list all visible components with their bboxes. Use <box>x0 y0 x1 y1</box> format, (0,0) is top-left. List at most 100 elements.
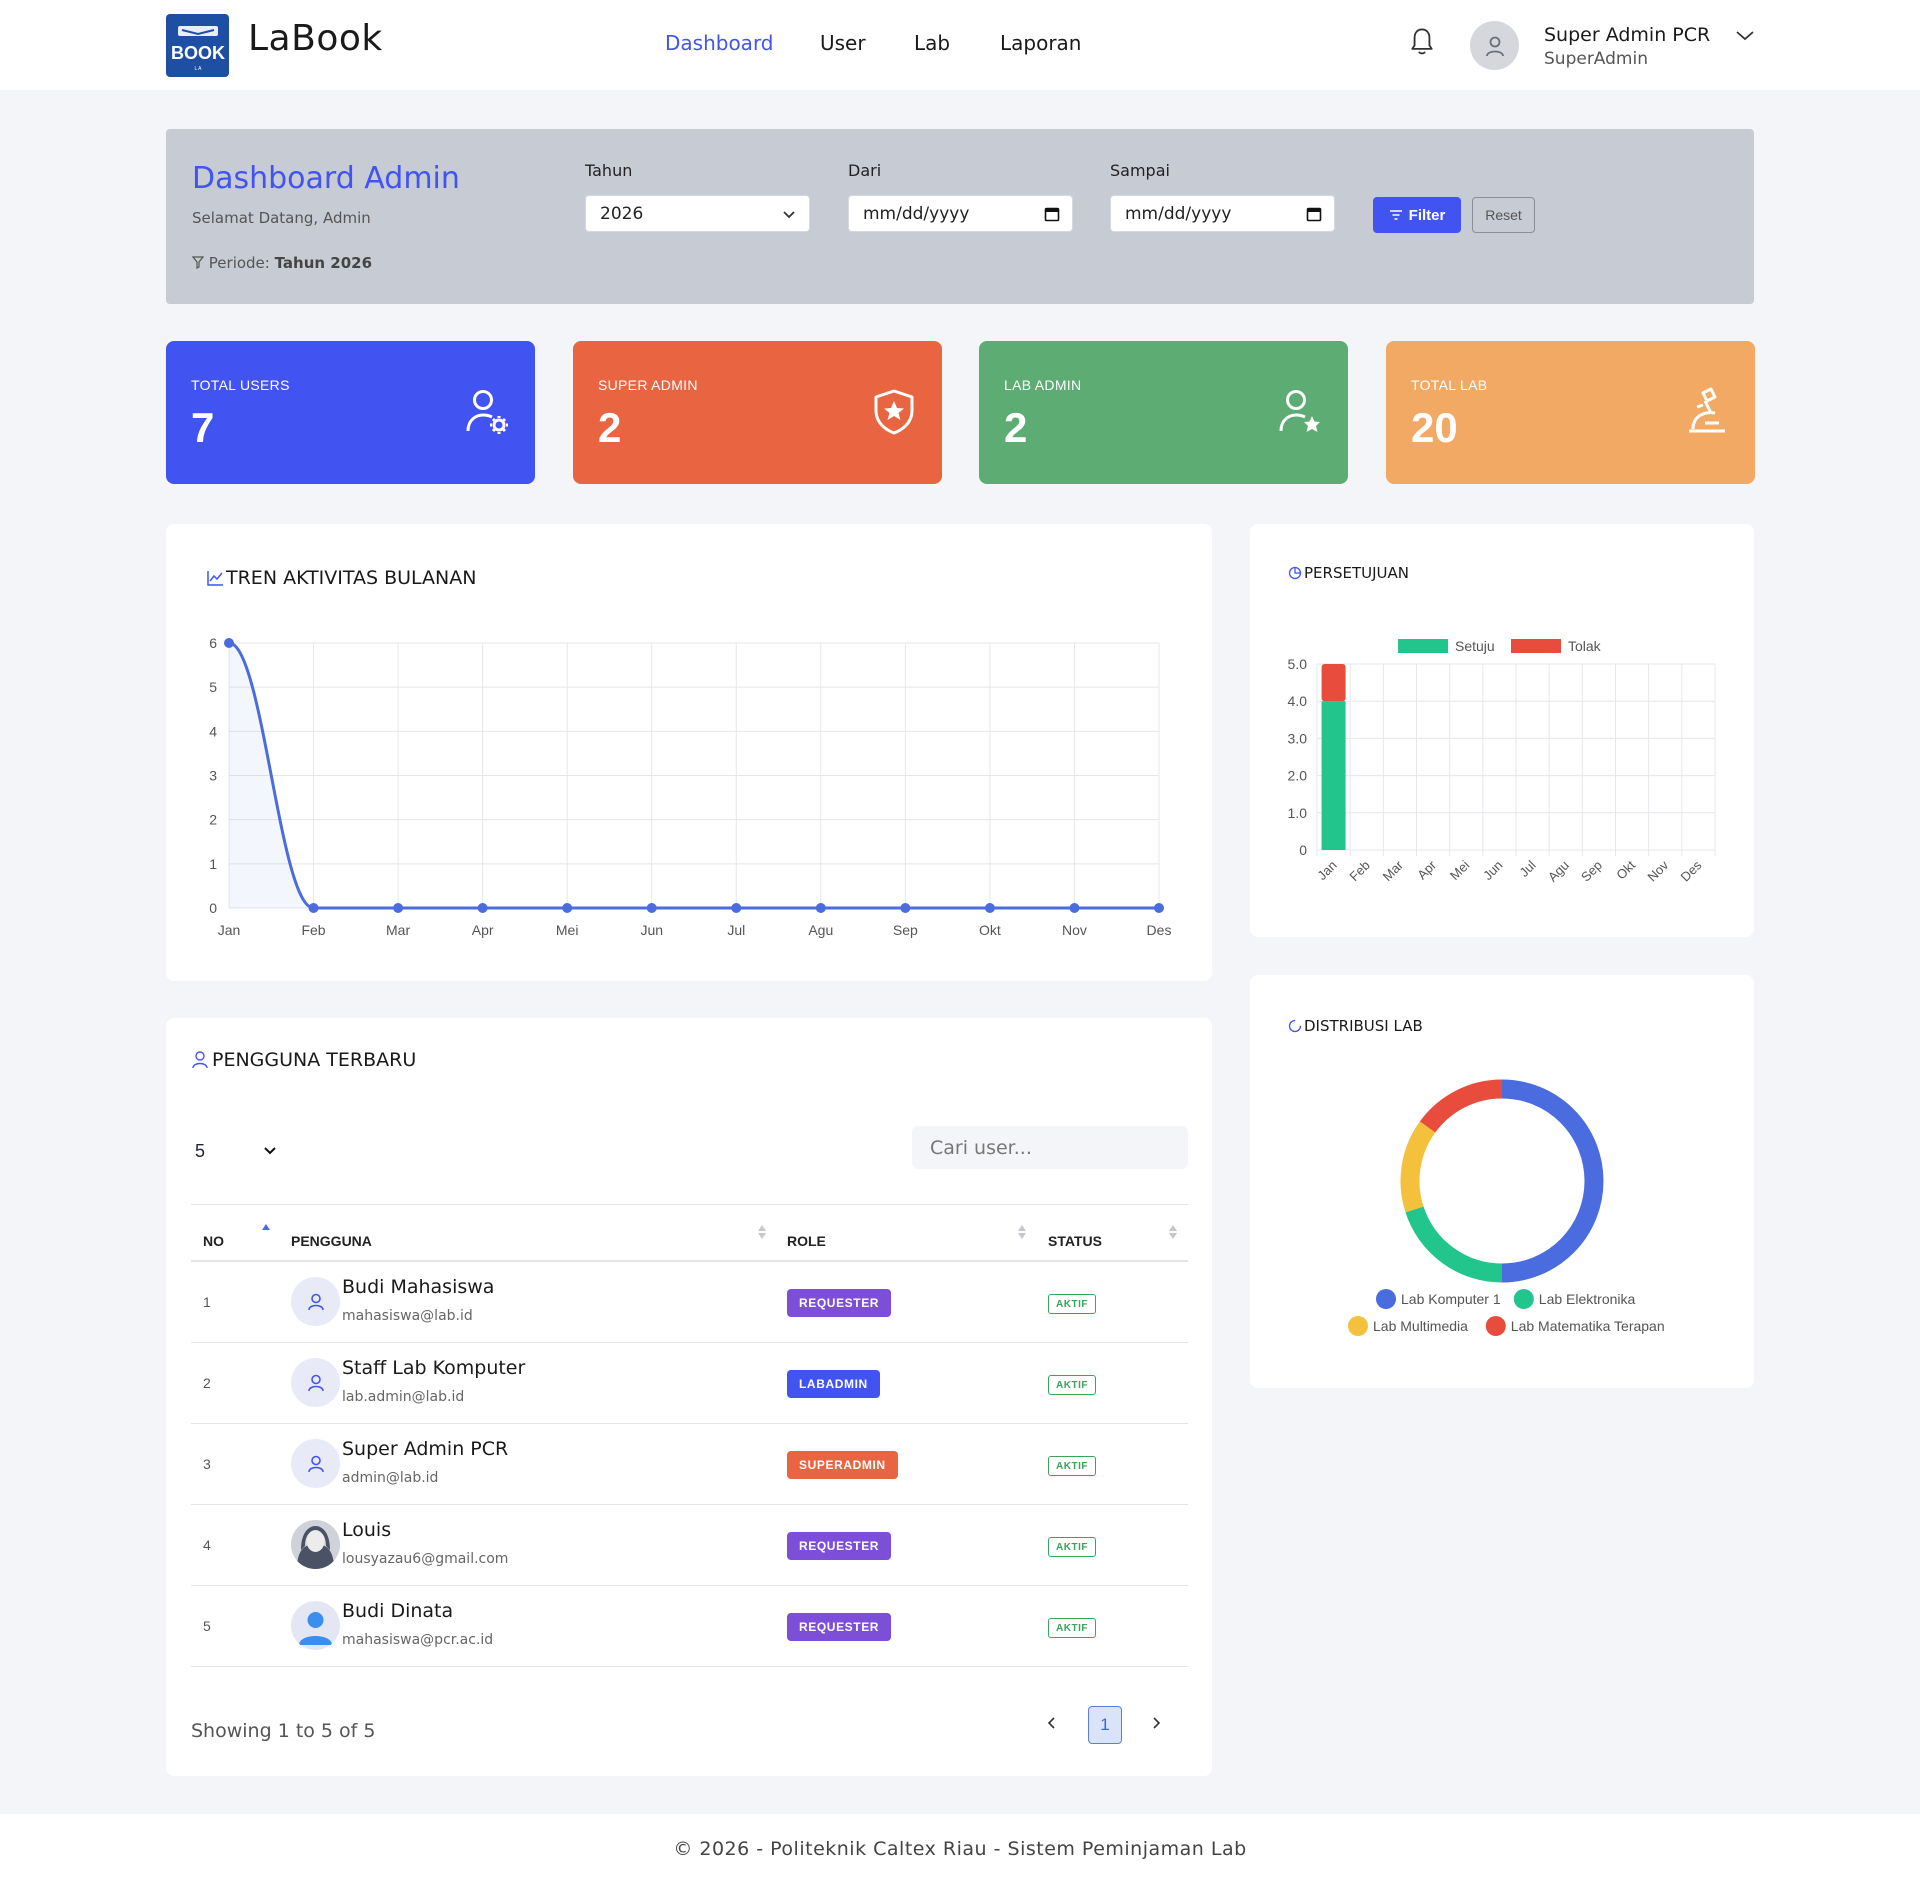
filter-icon <box>1389 210 1402 220</box>
reset-button[interactable]: Reset <box>1472 197 1535 233</box>
stat-card-total-users: TOTAL USERS 7 <box>166 341 535 484</box>
data-point <box>224 638 234 648</box>
user-email: mahasiswa@pcr.ac.id <box>342 1632 494 1648</box>
y-tick-label: 4 <box>209 723 217 739</box>
nav-user[interactable]: User <box>820 31 866 55</box>
stat-value: 20 <box>1411 404 1458 451</box>
user-name: Staff Lab Komputer <box>342 1357 526 1379</box>
x-tick-label: Jul <box>1516 857 1538 879</box>
x-tick-label: Agu <box>808 922 833 938</box>
nav-lab[interactable]: Lab <box>914 31 951 55</box>
col-role[interactable]: ROLE <box>787 1233 826 1249</box>
divider <box>191 1504 1188 1505</box>
x-tick-label: Jun <box>640 922 663 938</box>
period-label: Periode: <box>208 254 270 272</box>
logo-small-text: L A <box>194 66 202 72</box>
from-date-input[interactable]: mm/dd/yyyy <box>848 195 1073 232</box>
donut-slice <box>1405 1206 1503 1283</box>
sort-icon[interactable] <box>1168 1224 1178 1240</box>
stat-label: SUPER ADMIN <box>598 377 698 393</box>
to-label: Sampai <box>1110 161 1170 180</box>
filter-button[interactable]: Filter <box>1373 197 1461 233</box>
y-tick-label: 3.0 <box>1288 730 1308 746</box>
pagination-next[interactable] <box>1150 1713 1162 1736</box>
x-tick-label: Nov <box>1644 857 1671 884</box>
donut-slice <box>1501 1079 1604 1283</box>
avatar <box>291 1439 340 1488</box>
user-name[interactable]: Super Admin PCR <box>1544 24 1711 46</box>
y-tick-label: 6 <box>209 635 217 651</box>
to-date-input[interactable]: mm/dd/yyyy <box>1110 195 1335 232</box>
brand-name[interactable]: LaBook <box>248 18 383 59</box>
data-point <box>1069 903 1080 913</box>
footer-text: © 2026 - Politeknik Caltex Riau - Sistem… <box>673 1838 1247 1860</box>
x-tick-label: Des <box>1678 857 1705 884</box>
approval-bar-chart: Setuju Tolak 0 1.0 2.0 3.0 4.0 5.0 Jan Feb Mar Apr M… <box>1288 638 1716 884</box>
pagination-page-1[interactable]: 1 <box>1088 1706 1122 1744</box>
user-search-input[interactable]: Cari user... <box>912 1126 1188 1169</box>
data-point <box>393 903 404 913</box>
user-photo-icon <box>291 1520 340 1569</box>
approval-chart-card: PERSETUJUAN Setuju Tolak 0 1.0 2.0 3.0 4.0 5.0 J… <box>1250 524 1754 937</box>
trend-line-chart: 0 1 2 3 4 5 6 Jan Feb Mar Apr Mei Jun Jul Agu Sep Okt Nov… <box>209 635 1171 938</box>
data-point <box>646 903 657 913</box>
x-tick-label: Mei <box>556 922 579 938</box>
avatar <box>291 1277 340 1326</box>
y-tick-label: 1 <box>209 856 217 872</box>
page-size-value: 5 <box>195 1140 206 1161</box>
book-logo-icon: BOOK L A <box>171 25 225 72</box>
chevron-down-icon[interactable] <box>1734 26 1756 46</box>
status-badge: AKTIF <box>1048 1375 1096 1395</box>
to-placeholder: mm/dd/yyyy <box>1125 204 1232 224</box>
sort-icon[interactable] <box>757 1224 767 1240</box>
stat-label: TOTAL USERS <box>191 377 290 393</box>
x-tick-label: Jul <box>727 922 745 938</box>
x-tick-label: Mei <box>1447 857 1472 882</box>
col-pengguna[interactable]: PENGGUNA <box>291 1233 372 1249</box>
divider <box>191 1423 1188 1424</box>
role-badge: SUPERADMIN <box>787 1451 898 1479</box>
avatar <box>291 1358 340 1407</box>
col-no[interactable]: NO <box>203 1233 224 1249</box>
distribution-chart-card: DISTRIBUSI LAB Lab Komputer 1 Lab Elektro… <box>1250 975 1754 1388</box>
y-tick-label: 0 <box>209 900 217 916</box>
bell-icon[interactable] <box>1408 26 1436 58</box>
user-avatar-icon <box>299 1612 332 1645</box>
col-status[interactable]: STATUS <box>1048 1233 1102 1249</box>
y-tick-label: 2 <box>209 812 217 828</box>
calendar-icon[interactable] <box>1306 206 1322 222</box>
row-number: 4 <box>203 1537 211 1553</box>
status-badge: AKTIF <box>1048 1456 1096 1476</box>
chevron-right-icon <box>1153 1717 1161 1729</box>
y-tick-label: 3 <box>209 768 217 784</box>
y-tick-label: 0 <box>1299 842 1307 858</box>
row-number: 3 <box>203 1456 211 1472</box>
period-value: Tahun 2026 <box>274 254 373 272</box>
status-badge: AKTIF <box>1048 1294 1096 1314</box>
chevron-left-icon <box>1047 1717 1055 1729</box>
nav-laporan[interactable]: Laporan <box>1000 31 1082 55</box>
legend-label: Lab Elektronika <box>1539 1291 1636 1307</box>
sort-icon[interactable] <box>1017 1224 1027 1240</box>
user-email: lab.admin@lab.id <box>342 1389 465 1405</box>
distribution-donut-chart: Lab Komputer 1 Lab Elektronika Lab Multime… <box>1348 1079 1665 1336</box>
legend-swatch <box>1485 1316 1506 1336</box>
legend-swatch <box>1511 639 1561 653</box>
page-size-select[interactable]: 5 <box>191 1136 283 1166</box>
data-point <box>984 903 995 913</box>
sort-asc-icon[interactable] <box>261 1222 271 1232</box>
logo[interactable]: BOOK L A <box>166 14 229 77</box>
page-title: Dashboard Admin <box>192 161 460 196</box>
pagination-prev[interactable] <box>1046 1713 1058 1736</box>
user-avatar[interactable] <box>1470 21 1519 70</box>
role-badge: REQUESTER <box>787 1613 892 1641</box>
y-tick-label: 5 <box>209 679 217 695</box>
calendar-icon[interactable] <box>1044 206 1060 222</box>
x-tick-label: Jan <box>1314 858 1339 883</box>
users-title: PENGGUNA TERBARU <box>192 1049 416 1071</box>
stat-value: 2 <box>598 404 622 451</box>
nav-dashboard[interactable]: Dashboard <box>665 31 774 55</box>
top-navbar: BOOK L A LaBook Dashboard User Lab Lapor… <box>0 0 1920 90</box>
year-select[interactable]: 2026 <box>585 195 810 232</box>
bar-segment <box>1321 701 1346 850</box>
